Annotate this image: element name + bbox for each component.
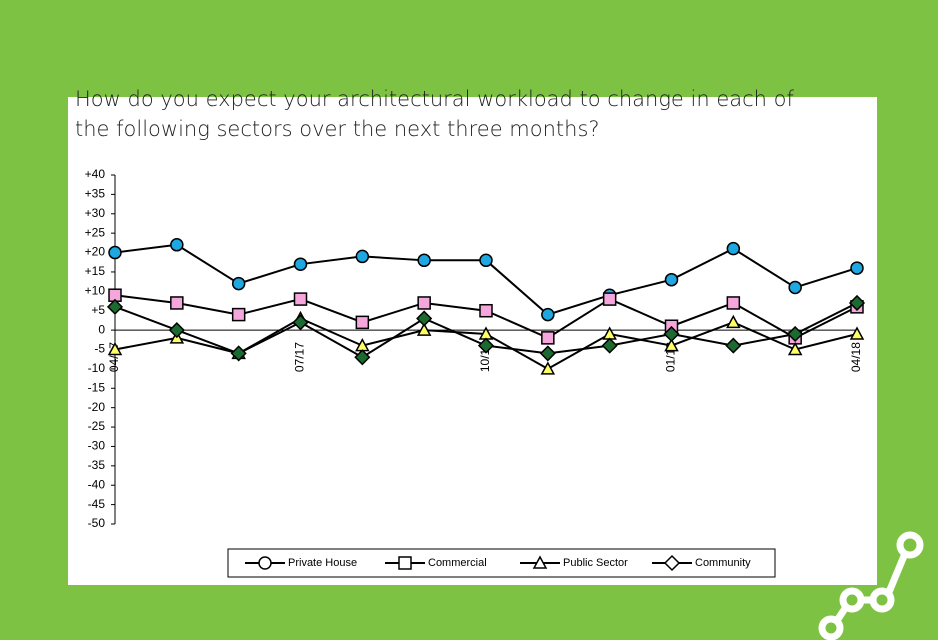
data-point [106, 298, 124, 315]
y-tick-label: +35 [85, 187, 106, 201]
data-point [170, 296, 184, 310]
legend-marker [663, 554, 681, 572]
data-point [230, 345, 247, 362]
y-tick-label: +15 [85, 264, 106, 278]
data-point [477, 337, 495, 354]
legend-marker [398, 556, 412, 570]
legend-label: Commercial [428, 557, 487, 569]
legend-marker [532, 555, 548, 569]
data-point [479, 253, 493, 268]
y-tick-label: +30 [85, 206, 106, 220]
y-tick-label: -10 [88, 361, 106, 375]
y-tick-label: +5 [91, 303, 105, 317]
data-point [726, 241, 741, 256]
decor-icon [818, 531, 924, 640]
y-tick-label: 0 [98, 322, 105, 336]
data-point [787, 341, 803, 356]
data-point [726, 314, 741, 329]
data-point [787, 325, 804, 343]
data-point [355, 249, 370, 264]
data-point [601, 337, 618, 354]
data-point [417, 253, 431, 268]
y-tick-label: +20 [85, 245, 106, 259]
y-tick-label: +40 [85, 167, 106, 181]
y-tick-label: -20 [88, 400, 106, 414]
data-point [850, 261, 864, 275]
data-point [539, 345, 556, 362]
data-point [849, 326, 865, 340]
data-point [726, 296, 741, 310]
data-point [416, 322, 432, 336]
data-point [293, 292, 308, 306]
data-point [788, 280, 802, 295]
data-point [355, 315, 370, 330]
data-point [416, 310, 433, 327]
panel [68, 97, 877, 585]
y-tick-label: +25 [85, 225, 106, 239]
data-point [540, 361, 556, 375]
y-tick-label: +10 [85, 284, 106, 298]
y-tick-label: -30 [88, 439, 106, 453]
y-tick-label: -45 [88, 497, 106, 511]
legend-label: Community [695, 557, 751, 569]
data-point [107, 341, 123, 356]
y-tick-label: -5 [94, 342, 105, 356]
data-point [725, 337, 742, 354]
data-point [292, 314, 309, 331]
data-point [541, 331, 555, 345]
data-point [663, 325, 680, 343]
data-point [231, 307, 246, 322]
data-point [108, 245, 122, 260]
data-point [417, 296, 431, 310]
y-tick-label: -40 [88, 477, 106, 491]
data-point [664, 338, 679, 352]
data-point [602, 292, 617, 306]
data-point [479, 303, 493, 318]
y-tick-label: -50 [88, 516, 106, 530]
data-point [293, 257, 308, 271]
y-tick-label: -35 [88, 458, 106, 472]
chart-title: How do you expect your architectural wor… [75, 87, 794, 141]
data-point [354, 349, 371, 366]
data-point [168, 322, 185, 339]
legend-label: Public Sector [563, 557, 628, 569]
data-point [848, 294, 866, 312]
legend-marker [258, 556, 272, 570]
data-point [541, 307, 555, 322]
data-point [664, 272, 679, 287]
x-tick-label: 07/17 [293, 342, 307, 372]
data-point [170, 238, 184, 252]
y-tick-label: -15 [88, 380, 106, 394]
y-tick-label: -25 [88, 419, 106, 433]
x-tick-label: 04/18 [849, 342, 863, 372]
legend-label: Private House [288, 557, 357, 569]
data-point [231, 276, 246, 291]
